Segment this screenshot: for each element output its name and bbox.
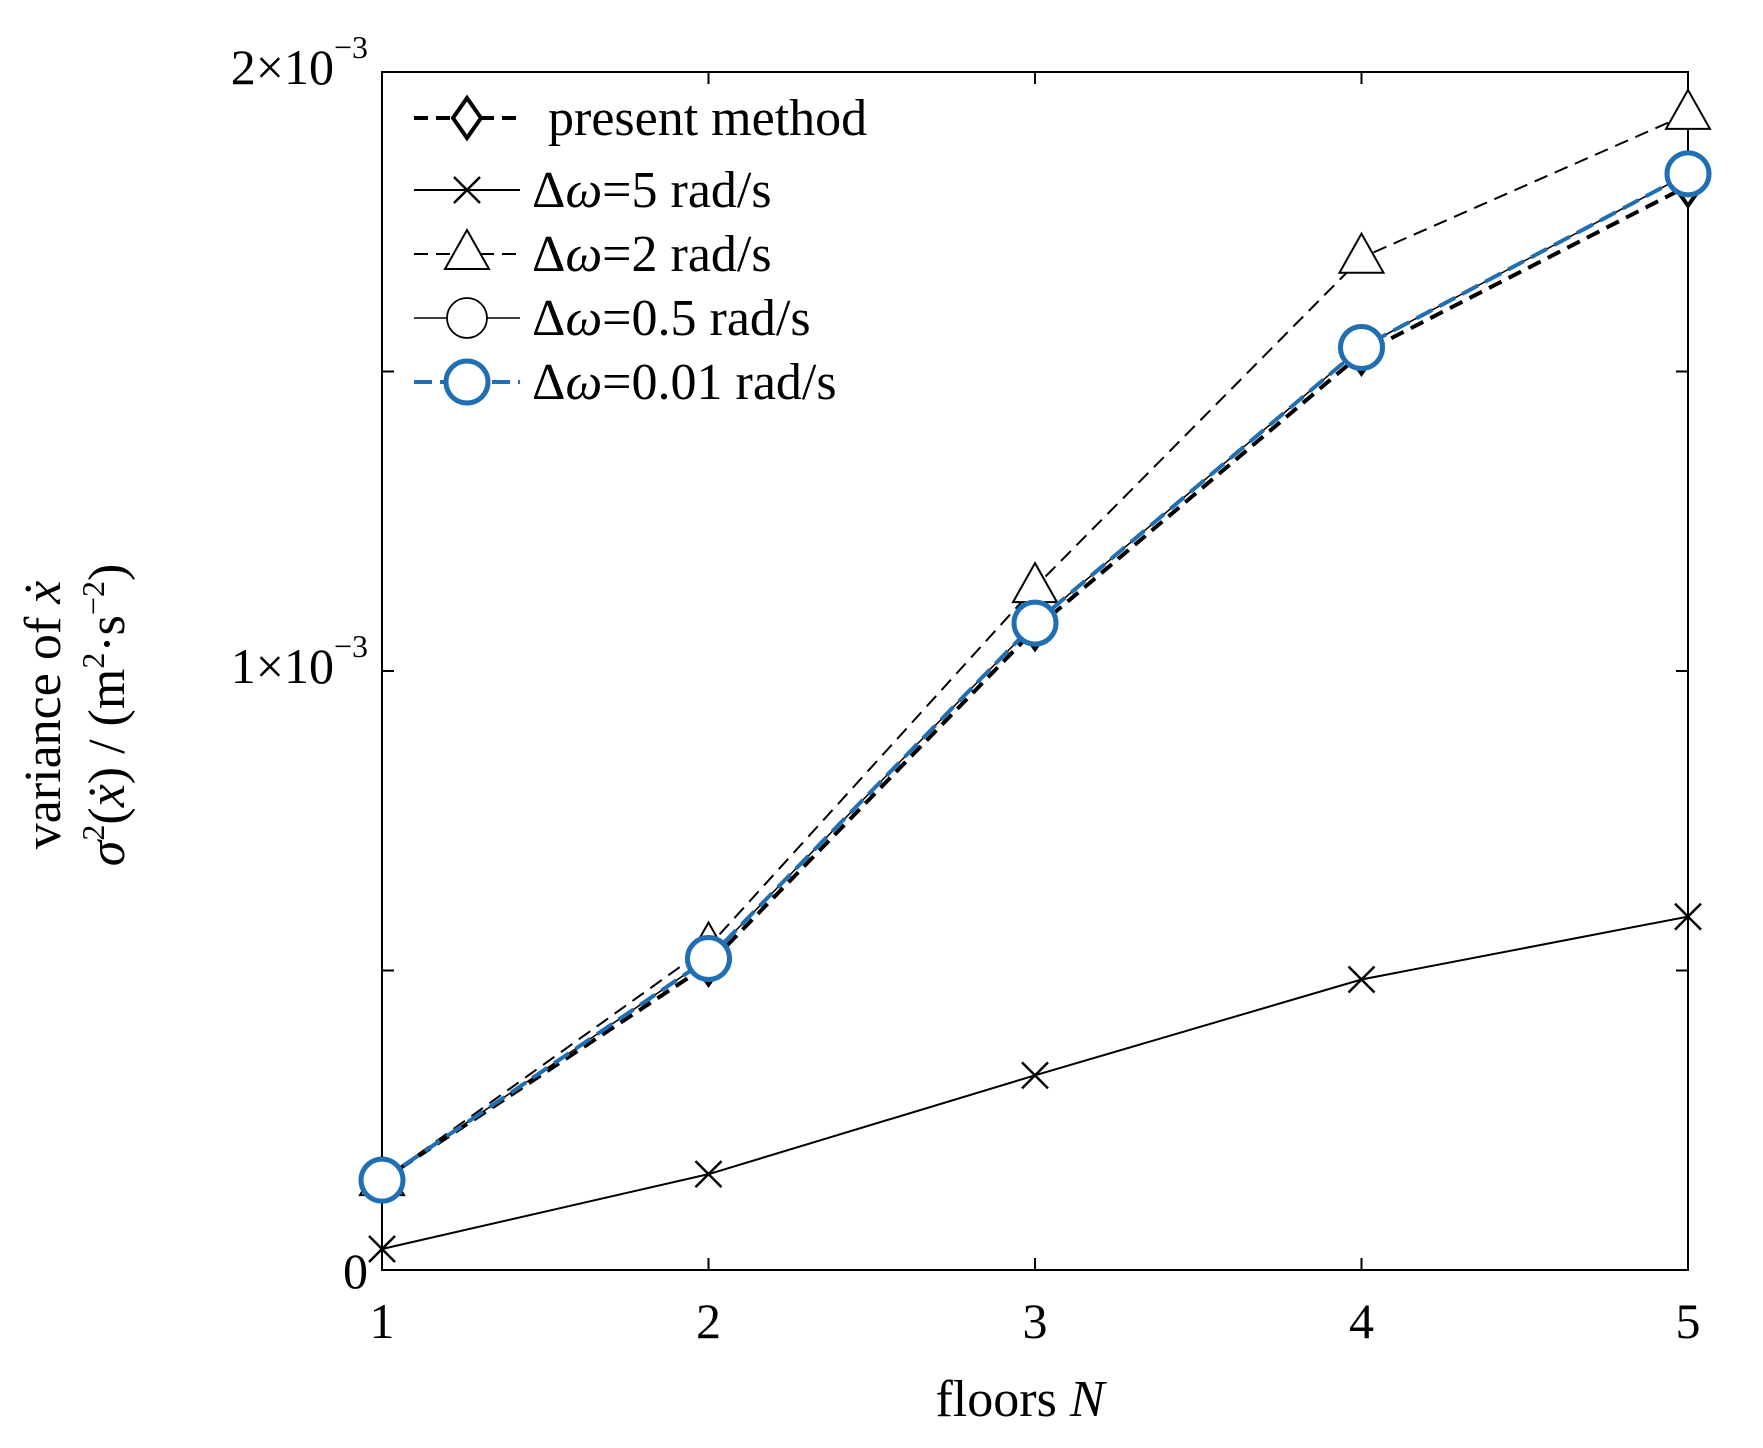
x-tick-label: 3 bbox=[1023, 1293, 1048, 1349]
data-point bbox=[358, 1156, 406, 1204]
legend-entry: Δω=5 rad/s bbox=[414, 162, 772, 219]
data-point bbox=[694, 1160, 723, 1189]
x-marker-stroke bbox=[368, 1235, 396, 1263]
series-4 bbox=[358, 150, 1712, 1204]
legend-entry: Δω=0.01 rad/s bbox=[414, 354, 837, 411]
data-point bbox=[1021, 1061, 1049, 1090]
series-line bbox=[381, 915, 1689, 1251]
legend-label: Δω=0.01 rad/s bbox=[532, 354, 837, 411]
legend-entry: Δω=2 rad/s bbox=[414, 226, 772, 283]
legend-marker bbox=[443, 227, 491, 270]
legend-marker bbox=[443, 358, 491, 406]
data-point bbox=[1338, 324, 1385, 372]
legend-label: Δω=2 rad/s bbox=[532, 226, 772, 283]
data-point bbox=[1664, 87, 1712, 130]
series-layer bbox=[358, 87, 1712, 1263]
data-point bbox=[1011, 599, 1059, 647]
data-point bbox=[368, 1235, 396, 1263]
x-tick-label: 5 bbox=[1676, 1293, 1701, 1349]
legend-label: present method bbox=[548, 90, 867, 147]
y-axis-title-line1: variance of ẋ bbox=[15, 581, 72, 850]
legend-label: Δω=0.5 rad/s bbox=[532, 290, 811, 347]
x-marker-stroke bbox=[1021, 1061, 1049, 1090]
legend-marker bbox=[450, 94, 484, 142]
x-marker-stroke bbox=[1674, 902, 1702, 931]
axis-ticks: 1 2 3 4 5 0 1×10−3 2×10−3 bbox=[231, 29, 1701, 1349]
data-point bbox=[1337, 231, 1386, 274]
x-tick-label: 2 bbox=[696, 1293, 721, 1349]
y-axis-title: variance of ẋ σ2(ẋ) / (m2·s−2) bbox=[15, 564, 136, 867]
y-tick-label: 1×10−3 bbox=[231, 628, 368, 694]
x-marker-stroke bbox=[694, 1160, 723, 1189]
data-point bbox=[1011, 561, 1059, 604]
data-point bbox=[1664, 150, 1712, 198]
y-tick-label: 0 bbox=[343, 1243, 368, 1299]
x-marker-stroke bbox=[453, 176, 481, 204]
data-point bbox=[685, 935, 732, 983]
data-point bbox=[1674, 902, 1702, 931]
data-point bbox=[1347, 965, 1376, 994]
x-tick-label: 4 bbox=[1349, 1293, 1374, 1349]
legend: present method Δω=5 rad/s Δω=2 rad/s Δω=0.5… bbox=[414, 90, 867, 411]
y-axis-title-line2: σ2(ẋ) / (m2·s−2) bbox=[75, 564, 136, 867]
x-tick-label: 1 bbox=[370, 1293, 395, 1349]
legend-entry: present method bbox=[414, 90, 867, 147]
legend-marker bbox=[453, 176, 481, 204]
x-axis-title: floors N bbox=[935, 1371, 1107, 1428]
series-1 bbox=[368, 902, 1702, 1263]
legend-marker bbox=[446, 297, 488, 339]
legend-label: Δω=5 rad/s bbox=[532, 162, 772, 219]
x-marker-stroke bbox=[1347, 965, 1376, 994]
y-tick-label: 2×10−3 bbox=[231, 29, 368, 95]
legend-entry: Δω=0.5 rad/s bbox=[414, 290, 811, 347]
